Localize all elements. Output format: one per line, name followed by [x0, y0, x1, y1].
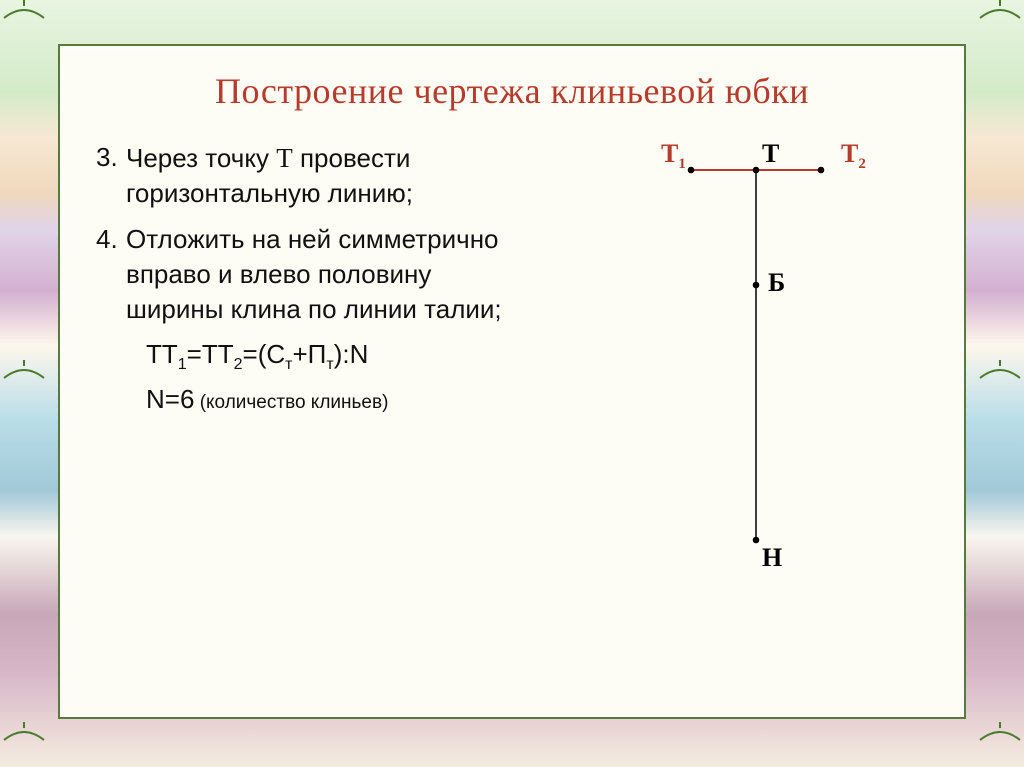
right-decor-strip	[976, 0, 1024, 767]
content-card: Построение чертежа клиньевой юбки 3. Чер…	[58, 44, 966, 719]
left-decor-svg	[0, 0, 48, 767]
instructions-column: 3. Через точку Т провести горизонтальную…	[96, 140, 516, 580]
item-number: 3.	[96, 140, 126, 212]
instruction-item: 4. Отложить на ней симметрично вправо и …	[96, 222, 516, 327]
instruction-item: 3. Через точку Т провести горизонтальную…	[96, 140, 516, 212]
body-row: 3. Через точку Т провести горизонтальную…	[96, 140, 928, 580]
svg-text:Т1: Т1	[661, 140, 686, 172]
formula-line-1: ТТ1=ТТ2=(Ст+Пт):N	[146, 337, 516, 376]
left-decor-strip	[0, 0, 48, 767]
right-decor-svg	[976, 0, 1024, 767]
formula-block: ТТ1=ТТ2=(Ст+Пт):N N=6 (количество клинье…	[96, 337, 516, 417]
svg-text:Б: Б	[768, 268, 785, 297]
slide-title: Построение чертежа клиньевой юбки	[96, 70, 928, 112]
formula-line-2: N=6 (количество клиньев)	[146, 382, 516, 417]
slide-frame: Построение чертежа клиньевой юбки 3. Чер…	[0, 0, 1024, 767]
diagram-column: Т Т1 Т2 Б Н	[556, 140, 928, 580]
instruction-list: 3. Через точку Т провести горизонтальную…	[96, 140, 516, 327]
svg-text:Т: Т	[762, 140, 779, 168]
svg-text:Т2: Т2	[841, 140, 866, 172]
item-text: Через точку Т провести горизонтальную ли…	[126, 140, 516, 212]
item-number: 4.	[96, 222, 126, 327]
diagram-svg: Т Т1 Т2 Б Н	[596, 140, 916, 580]
svg-text:Н: Н	[762, 543, 782, 572]
item-text: Отложить на ней симметрично вправо и вле…	[126, 222, 516, 327]
